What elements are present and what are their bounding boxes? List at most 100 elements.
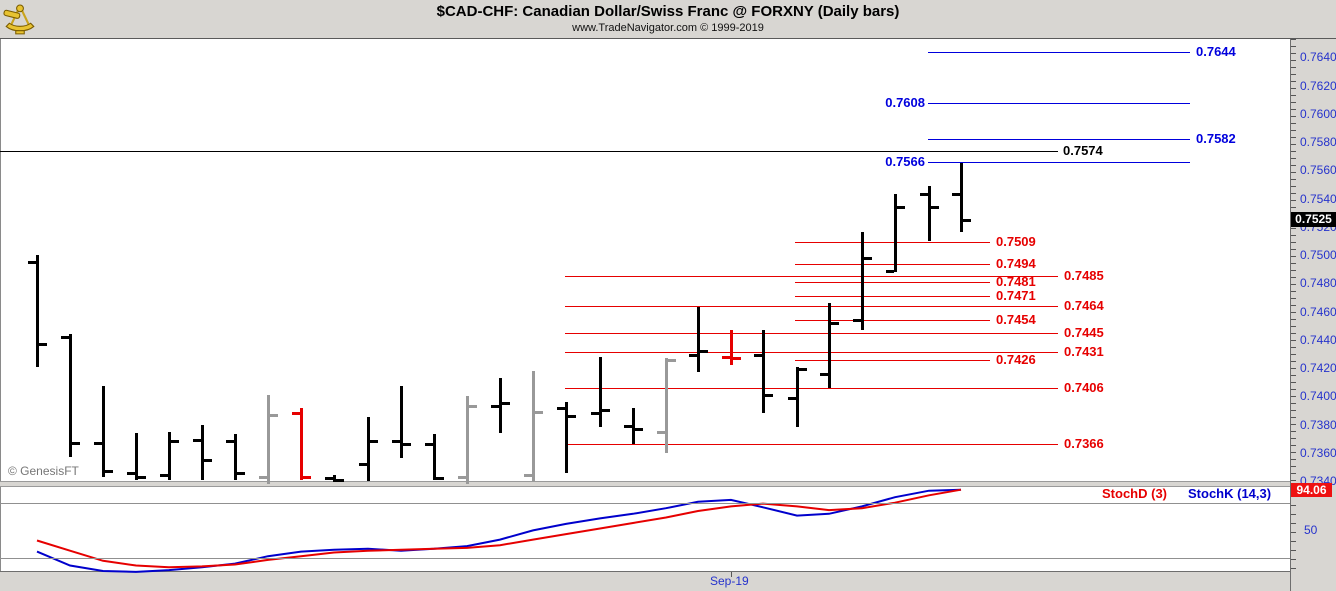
trade-navigator-logo[interactable] [3, 2, 37, 36]
ohlc-bar-range [234, 434, 237, 480]
ohlc-bar-close-tick [138, 476, 146, 479]
ohlc-bar-close-tick [733, 357, 741, 360]
ohlc-bar-open-tick [127, 472, 135, 475]
price-axis-tick-label: 0.7360 [1300, 446, 1336, 460]
price-level-label-0.7445: 0.7445 [1064, 325, 1104, 340]
price-axis-tick-label: 0.7500 [1300, 248, 1336, 262]
ohlc-bar-range [300, 408, 303, 480]
ohlc-bar-close-tick [270, 414, 278, 417]
stochk-legend-label[interactable]: StochK (14,3) [1188, 486, 1272, 501]
ohlc-bar-range [632, 408, 635, 444]
ohlc-bar-open-tick [226, 440, 234, 443]
price-level-label-0.7406: 0.7406 [1064, 380, 1104, 395]
price-axis-tick-label: 0.7440 [1300, 333, 1336, 347]
ohlc-bar-close-tick [602, 409, 610, 412]
price-level-line-0.7485[interactable] [565, 276, 1058, 277]
price-level-label-0.7454: 0.7454 [996, 312, 1036, 327]
ohlc-bar-range [135, 433, 138, 480]
ohlc-bar-close-tick [204, 459, 212, 462]
ohlc-bar-range [599, 357, 602, 427]
price-level-label-0.7431: 0.7431 [1064, 344, 1104, 359]
price-level-line-0.7608[interactable] [928, 103, 1190, 104]
ohlc-bar-open-tick [94, 442, 102, 445]
genesis-watermark: © GenesisFT [8, 464, 79, 478]
ohlc-bar-open-tick [458, 476, 466, 479]
ohlc-bar-open-tick [820, 373, 828, 376]
ohlc-bar-range [762, 330, 765, 413]
price-level-line-0.7454[interactable] [795, 320, 990, 321]
chart-subtitle: www.TradeNavigator.com © 1999-2019 [572, 22, 764, 34]
header-divider [0, 38, 1336, 39]
ohlc-bar-range [928, 186, 931, 241]
price-axis-tick-label: 0.7600 [1300, 107, 1336, 121]
ohlc-bar-close-tick [700, 350, 708, 353]
price-chart-canvas[interactable] [0, 39, 1290, 481]
stoch-value-badge: 94.06 [1291, 483, 1332, 497]
ohlc-bar-range [433, 434, 436, 480]
price-level-label-0.7509: 0.7509 [996, 234, 1036, 249]
ohlc-bar-close-tick [535, 411, 543, 414]
price-axis-tick-label: 0.7580 [1300, 135, 1336, 149]
ohlc-bar-close-tick [469, 405, 477, 408]
panel-splitter-bottom[interactable] [0, 486, 1290, 487]
ohlc-bar-close-tick [105, 470, 113, 473]
ohlc-bar-close-tick [39, 343, 47, 346]
price-level-line-0.7494[interactable] [795, 264, 990, 265]
ohlc-bar-close-tick [864, 257, 872, 260]
price-level-line-0.7582[interactable] [928, 139, 1190, 140]
price-axis-tick-label: 0.7540 [1300, 192, 1336, 206]
price-axis-minor-ticks [1291, 39, 1296, 481]
ohlc-bar-close-tick [568, 415, 576, 418]
ohlc-bar-open-tick [28, 261, 36, 264]
price-level-line-0.7509[interactable] [795, 242, 990, 243]
chart-header: $CAD-CHF: Canadian Dollar/Swiss Franc @ … [0, 0, 1336, 38]
price-level-label-0.7485: 0.7485 [1064, 268, 1104, 283]
ohlc-bar-close-tick [765, 394, 773, 397]
ohlc-bar-close-tick [436, 477, 444, 480]
price-level-line-0.7574[interactable] [0, 151, 1058, 152]
price-axis[interactable] [1290, 39, 1336, 591]
last-price-badge: 0.7525 [1291, 212, 1336, 227]
time-axis-label: Sep-19 [710, 574, 749, 588]
stoch-gridline-80 [0, 503, 1290, 504]
ohlc-bar-open-tick [557, 407, 565, 410]
stoch-axis-minor-ticks [1291, 487, 1296, 571]
ohlc-bar-open-tick [491, 405, 499, 408]
ohlc-bar-range [828, 303, 831, 388]
ohlc-bar-range [894, 194, 897, 272]
stoch-axis-label-50: 50 [1304, 523, 1318, 537]
ohlc-bar-open-tick [920, 193, 928, 196]
ohlc-bar-range [267, 395, 270, 484]
price-level-line-0.7471[interactable] [795, 296, 990, 297]
ohlc-bar-range [367, 417, 370, 481]
price-level-line-0.7644[interactable] [928, 52, 1190, 53]
ohlc-bar-range [466, 396, 469, 484]
stochastic-panel-canvas[interactable] [0, 487, 1290, 571]
ohlc-bar-open-tick [853, 319, 861, 322]
price-level-line-0.7481[interactable] [795, 282, 990, 283]
ohlc-bar-range [532, 371, 535, 481]
price-level-label-0.7644: 0.7644 [1196, 44, 1236, 59]
price-level-line-0.7406[interactable] [565, 388, 1058, 389]
price-level-line-0.7445[interactable] [565, 333, 1058, 334]
ohlc-bar-open-tick [591, 412, 599, 415]
ohlc-bar-range [565, 402, 568, 473]
ohlc-bar-open-tick [624, 425, 632, 428]
ohlc-bar-range [36, 255, 39, 367]
ohlc-bar-close-tick [303, 476, 311, 479]
panel-splitter-top[interactable] [0, 481, 1290, 482]
ohlc-bar-open-tick [689, 354, 697, 357]
ohlc-bar-open-tick [788, 397, 796, 400]
price-level-line-0.7426[interactable] [795, 360, 990, 361]
price-level-line-0.7366[interactable] [565, 444, 1058, 445]
ohlc-bar-close-tick [897, 206, 905, 209]
price-level-line-0.7431[interactable] [565, 352, 1058, 353]
price-level-label-0.7426: 0.7426 [996, 352, 1036, 367]
price-level-line-0.7566[interactable] [928, 162, 1190, 163]
stochd-legend-label[interactable]: StochD (3) [1102, 486, 1167, 501]
ohlc-bar-range [168, 432, 171, 480]
ohlc-bar-close-tick [72, 442, 80, 445]
price-level-line-0.7464[interactable] [565, 306, 1058, 307]
ohlc-bar-range [69, 334, 72, 457]
